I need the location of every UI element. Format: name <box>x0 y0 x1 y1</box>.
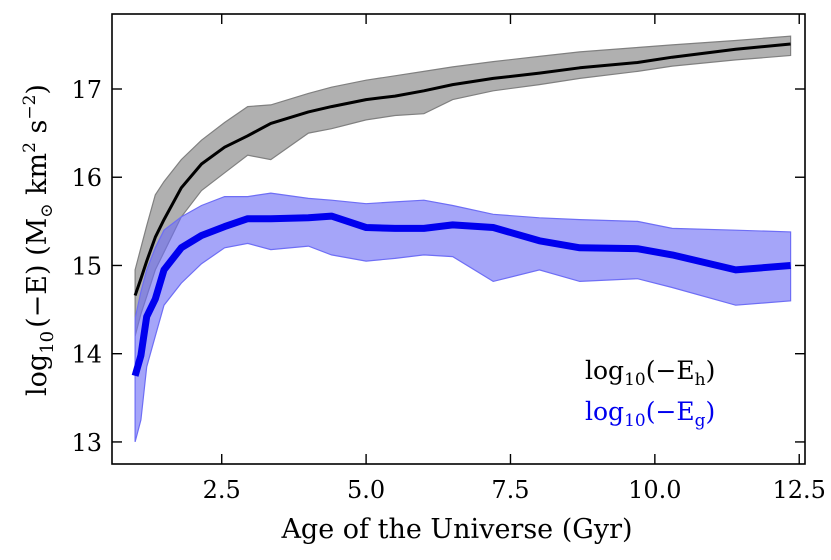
x-axis-ticks: 2.5 5.0 7.5 10.0 12.5 <box>203 14 826 504</box>
uncertainty-bands <box>134 35 792 443</box>
series-line-0 <box>133 42 791 296</box>
x-tick-label-2: 7.5 <box>491 476 529 504</box>
series-line-1 <box>131 212 791 377</box>
y-tick-label-2: 15 <box>71 252 102 280</box>
plot-frame <box>111 13 806 465</box>
band-1 <box>134 192 792 443</box>
legend-entry-gas: log10(−Eg) <box>585 397 715 431</box>
y-tick-label-3: 16 <box>71 164 102 192</box>
y-tick-label-0: 13 <box>71 429 102 457</box>
x-tick-label-1: 5.0 <box>347 476 385 504</box>
y-axis-ticks: 13 14 15 16 17 <box>71 76 805 457</box>
y-tick-label-4: 17 <box>71 76 102 104</box>
x-axis-title: Age of the Universe (Gyr) <box>280 514 632 545</box>
y-axis-title: log10(−E) (M⊙ km2 s−2) <box>20 84 58 396</box>
band-0 <box>134 35 792 337</box>
legend-entry-halo: log10(−Eh) <box>585 356 715 390</box>
x-tick-label-4: 12.5 <box>773 476 826 504</box>
x-tick-label-0: 2.5 <box>203 476 241 504</box>
y-tick-label-1: 14 <box>71 341 102 369</box>
x-tick-label-3: 10.0 <box>628 476 681 504</box>
series-lines <box>131 42 791 377</box>
